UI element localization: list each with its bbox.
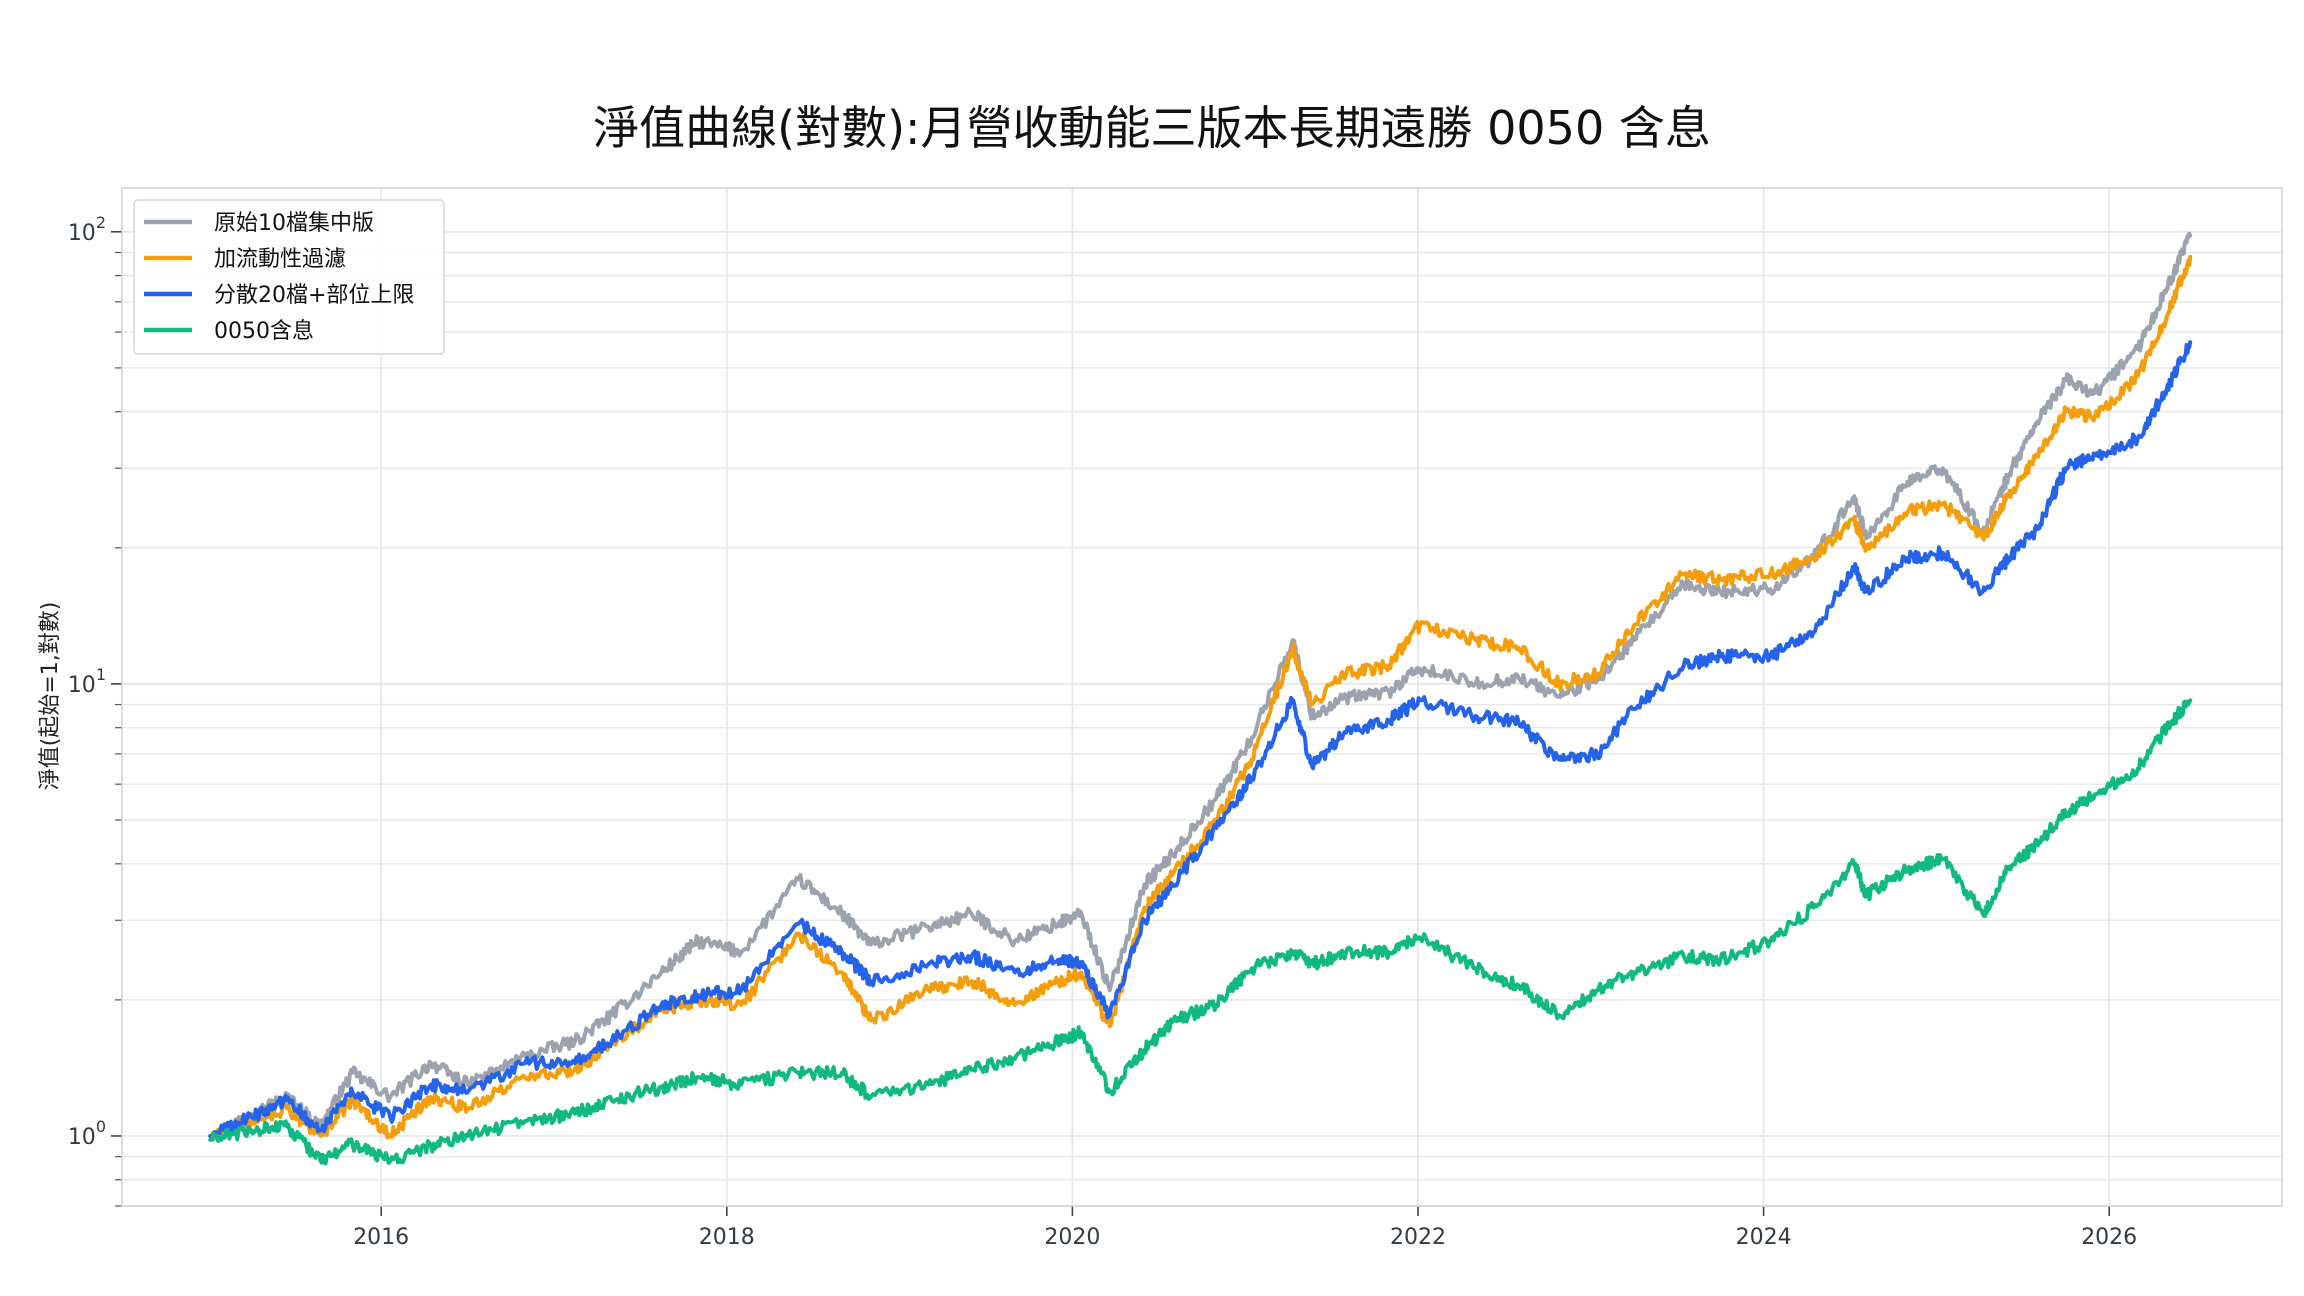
series-line [208,231,2193,1142]
y-tick-label: 101 [68,665,106,698]
series-group [208,231,2193,1166]
y-tick-base: 10 [68,673,96,698]
legend-label: 分散20檔+部位上限 [214,283,414,308]
x-tick-label: 2016 [353,1225,409,1250]
y-tick-exponent: 2 [96,213,106,232]
plot-frame [121,187,2283,1207]
x-tick-label: 2026 [2081,1225,2137,1250]
legend-box [133,199,445,355]
y-tick-exponent: 0 [96,1117,106,1136]
x-tick-label: 2018 [699,1225,755,1250]
x-axis: 2016 2018 2020 2022 2024 2026 [353,188,2137,1250]
legend-label: 0050含息 [214,319,314,344]
y-tick-label: 100 [68,1117,106,1150]
y-tick-base: 10 [68,221,96,246]
series-line [208,340,2193,1139]
x-tick-label: 2020 [1044,1225,1100,1250]
series-line [208,698,2193,1166]
y-tick-label: 102 [68,213,106,246]
x-tick-label: 2022 [1390,1225,1446,1250]
chart-title: 淨值曲線(對數):月營收動能三版本長期遠勝 0050 含息 [593,101,1711,155]
x-tick-label: 2024 [1736,1225,1792,1250]
y-tick-exponent: 1 [96,665,106,684]
minor-gridlines [115,251,2282,1207]
legend-label: 加流動性過濾 [214,247,346,272]
legend-label: 原始10檔集中版 [214,211,374,236]
y-tick-base: 10 [68,1125,96,1150]
series-line [208,254,2193,1140]
